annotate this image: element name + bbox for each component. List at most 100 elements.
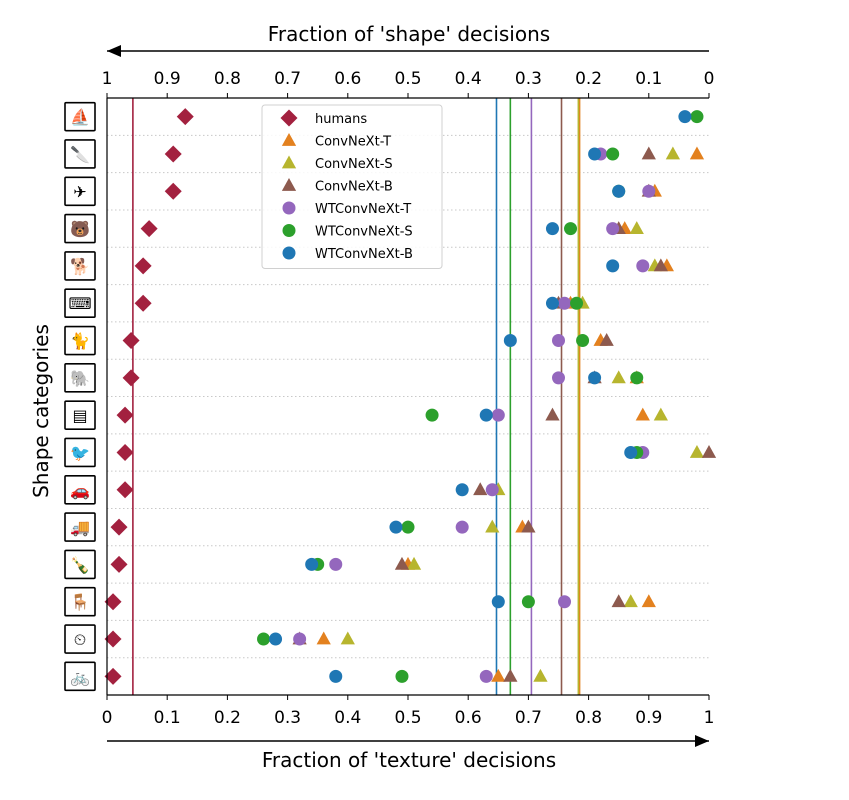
dog-icon-glyph: 🐕	[70, 257, 90, 276]
x-tick-label: 0.4	[334, 708, 361, 728]
car-icon-frame	[64, 474, 96, 505]
legend-marker-convnext-s	[281, 155, 297, 169]
knife-icon: 🔪	[64, 139, 96, 169]
top-tick-label: 0.6	[334, 69, 361, 89]
point-humans-bicycle	[104, 667, 122, 685]
top-tick-label: 0.3	[515, 69, 542, 89]
data-marks-layer	[104, 108, 717, 685]
top-axis-title: Fraction of 'shape' decisions	[268, 22, 550, 46]
boat-icon: ⛵	[64, 101, 96, 132]
bottle-icon: 🍾	[64, 549, 96, 580]
point-wtconvnext-s-chair	[521, 595, 535, 609]
x-tick-label: 0.3	[274, 708, 301, 728]
top-tick-label: 0.4	[455, 69, 482, 89]
cat-icon-frame	[64, 325, 96, 356]
cat-icon: 🐈	[64, 325, 96, 356]
point-wtconvnext-s-bear	[564, 222, 578, 236]
point-wtconvnext-t-elephant	[552, 371, 565, 385]
elephant-icon: 🐘	[64, 363, 96, 393]
point-humans-oven	[116, 406, 134, 424]
x-axis-title: Fraction of 'texture' decisions	[262, 748, 556, 772]
point-wtconvnext-b-dog	[606, 259, 620, 273]
bird-icon: 🐦	[64, 437, 96, 468]
point-convnext-s-chair	[623, 594, 638, 608]
keyboard-icon: ⌨	[64, 288, 96, 319]
point-wtconvnext-s-boat	[690, 110, 704, 124]
legend-label-convnext-s: ConvNeXt-S	[315, 157, 393, 172]
point-wtconvnext-t-keyboard	[558, 296, 572, 310]
legend-label-humans: humans	[315, 112, 367, 127]
point-humans-airplane	[164, 182, 182, 200]
bottle-icon-glyph: 🍾	[70, 555, 90, 574]
bear-icon-frame	[64, 213, 96, 244]
legend-marker-convnext-b	[281, 178, 297, 191]
point-convnext-s-bird	[689, 444, 705, 458]
point-convnext-s-knife	[665, 146, 681, 160]
category-icons-layer: ⛵ 🔪 ✈ 🐻 🐕 ⌨ 🐈 🐘 ▤ 🐦 🚗 🚚 🍾 🪑 ⏲ 🚲	[64, 101, 96, 692]
chair-icon-frame	[64, 586, 96, 617]
point-wtconvnext-b-bottle	[305, 557, 319, 571]
x-tick-label: 0.2	[214, 708, 241, 728]
x-tick-label: 0.7	[515, 708, 542, 728]
legend-box	[261, 104, 443, 269]
point-wtconvnext-b-oven	[479, 408, 493, 422]
keyboard-icon-frame	[64, 288, 96, 319]
point-convnext-t-oven	[635, 407, 650, 421]
oven-icon: ▤	[64, 400, 96, 430]
bottle-icon-frame	[64, 549, 96, 580]
point-convnext-b-bicycle	[503, 668, 518, 682]
texture-direction-arrow-head	[695, 735, 709, 747]
legend-label-convnext-b: ConvNeXt-B	[315, 180, 393, 195]
shape-direction-arrow-head	[107, 45, 121, 57]
point-humans-bear	[140, 220, 158, 238]
top-tick-label: 0.2	[575, 69, 602, 89]
legend-label-wtconvnext-t: WTConvNeXt-T	[315, 202, 411, 217]
oven-icon-frame	[64, 400, 96, 430]
clock-icon: ⏲	[64, 624, 96, 654]
point-convnext-s-bottle	[406, 556, 422, 570]
clock-icon-frame	[64, 624, 96, 654]
bird-icon-frame	[64, 437, 96, 468]
point-wtconvnext-b-boat	[678, 110, 692, 124]
keyboard-icon-glyph: ⌨	[68, 294, 91, 313]
point-wtconvnext-b-chair	[491, 595, 505, 609]
legend-label-wtconvnext-s: WTConvNeXt-S	[315, 225, 413, 240]
point-convnext-b-car	[473, 482, 488, 496]
elephant-icon-frame	[64, 363, 96, 393]
airplane-icon-glyph: ✈	[73, 182, 86, 201]
legend-marker-wtconvnext-b	[282, 246, 296, 260]
point-convnext-b-oven	[545, 407, 560, 421]
boat-icon-frame	[64, 101, 96, 132]
car-icon-glyph: 🚗	[70, 481, 90, 500]
point-wtconvnext-t-bear	[606, 222, 620, 236]
top-tick-label: 0	[704, 69, 715, 89]
point-wtconvnext-t-clock	[293, 632, 307, 646]
shape-direction-arrow	[107, 45, 709, 57]
point-wtconvnext-t-bicycle	[479, 669, 493, 683]
bear-icon: 🐻	[64, 213, 96, 244]
point-wtconvnext-t-cat	[552, 334, 565, 348]
top-tick-label: 0.1	[635, 69, 662, 89]
truck-icon: 🚚	[64, 512, 96, 542]
x-tick-label: 1	[704, 708, 715, 728]
point-convnext-b-truck	[521, 519, 536, 533]
point-wtconvnext-s-clock	[257, 632, 271, 646]
point-wtconvnext-s-truck	[401, 520, 415, 534]
elephant-icon-glyph: 🐘	[70, 369, 90, 388]
point-humans-boat	[176, 108, 194, 126]
point-convnext-b-cat	[599, 333, 614, 346]
point-wtconvnext-t-bottle	[329, 557, 343, 571]
point-humans-bottle	[110, 555, 128, 573]
point-wtconvnext-s-elephant	[630, 371, 644, 385]
point-convnext-t-chair	[641, 594, 656, 608]
point-convnext-s-bear	[629, 221, 644, 234]
knife-icon-glyph: 🔪	[70, 145, 90, 164]
point-wtconvnext-b-elephant	[588, 371, 602, 385]
bear-icon-glyph: 🐻	[70, 220, 90, 239]
legend-marker-wtconvnext-t	[282, 201, 296, 215]
legend-label-convnext-t: ConvNeXt-T	[315, 135, 391, 150]
point-wtconvnext-t-airplane	[642, 184, 656, 198]
point-convnext-b-bottle	[394, 556, 410, 570]
knife-icon-frame	[64, 139, 96, 169]
top-tick-label: 1	[102, 69, 113, 89]
